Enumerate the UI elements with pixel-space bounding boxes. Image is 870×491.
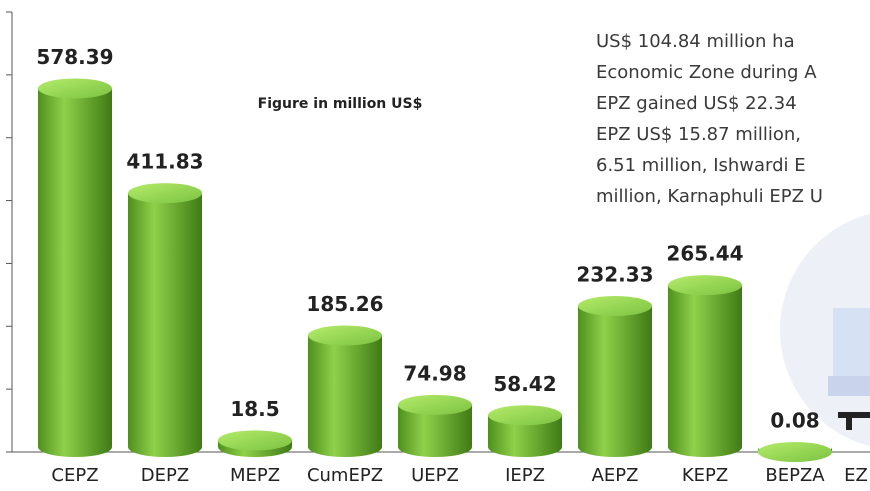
bar [398, 395, 472, 457]
x-tick-label: BEPZA [765, 465, 825, 486]
image-icon [846, 418, 852, 430]
article-line: Economic Zone during A [596, 62, 817, 83]
annotation: Figure in million US$ [258, 96, 423, 112]
bar-top [668, 275, 742, 295]
x-tick-label: EZ [844, 465, 868, 486]
page: US$ 104.84 million ha Economic Zone durin… [0, 0, 870, 491]
x-tick-label: CumEPZ [307, 465, 383, 486]
value-label: 0.08 [770, 408, 819, 432]
bar-top [38, 78, 112, 98]
value-label: 185.26 [306, 292, 383, 316]
bar-top [488, 405, 562, 425]
bar-top [128, 183, 202, 203]
value-label: 232.33 [576, 262, 653, 286]
bar [758, 442, 832, 462]
article-line: EPZ gained US$ 22.34 [596, 93, 797, 114]
bar-top [398, 395, 472, 415]
value-label: 578.39 [36, 45, 113, 69]
article-text: US$ 104.84 million ha Economic Zone durin… [596, 31, 823, 207]
bar-top [758, 442, 832, 462]
x-tick-label: UEPZ [411, 465, 459, 486]
image-icon [838, 412, 870, 418]
bar-top [578, 296, 652, 316]
x-tick-label: AEPZ [592, 465, 639, 486]
bar [488, 405, 562, 457]
article-line: EPZ US$ 15.87 million, [596, 124, 801, 145]
bar-body [128, 193, 202, 457]
image-panel [828, 376, 870, 396]
bar-top [218, 430, 292, 450]
bar [578, 296, 652, 457]
article-line: US$ 104.84 million ha [596, 31, 795, 52]
x-tick-label: KEPZ [682, 465, 728, 486]
value-label: 18.5 [230, 397, 279, 421]
bar [668, 275, 742, 457]
x-tick-label: DEPZ [141, 465, 189, 486]
image-panel [833, 308, 870, 376]
bar-body [668, 285, 742, 457]
bar [128, 183, 202, 457]
x-tick-label: IEPZ [505, 465, 545, 486]
value-label: 265.44 [666, 242, 743, 266]
bar [38, 78, 112, 457]
bar-body [308, 336, 382, 457]
value-label: 411.83 [126, 150, 203, 174]
bar [218, 430, 292, 457]
x-tick-label: CEPZ [51, 465, 98, 486]
bar-top [308, 326, 382, 346]
bar-body [578, 306, 652, 457]
chart: US$ 104.84 million ha Economic Zone durin… [0, 0, 870, 491]
value-label: 58.42 [493, 372, 556, 396]
article-line: million, Karnaphuli EPZ U [596, 186, 823, 207]
value-label: 74.98 [403, 361, 466, 385]
bar-body [38, 88, 112, 457]
bar [308, 326, 382, 457]
article-line: 6.51 million, Ishwardi E [596, 155, 806, 176]
x-tick-label: MEPZ [230, 465, 280, 486]
